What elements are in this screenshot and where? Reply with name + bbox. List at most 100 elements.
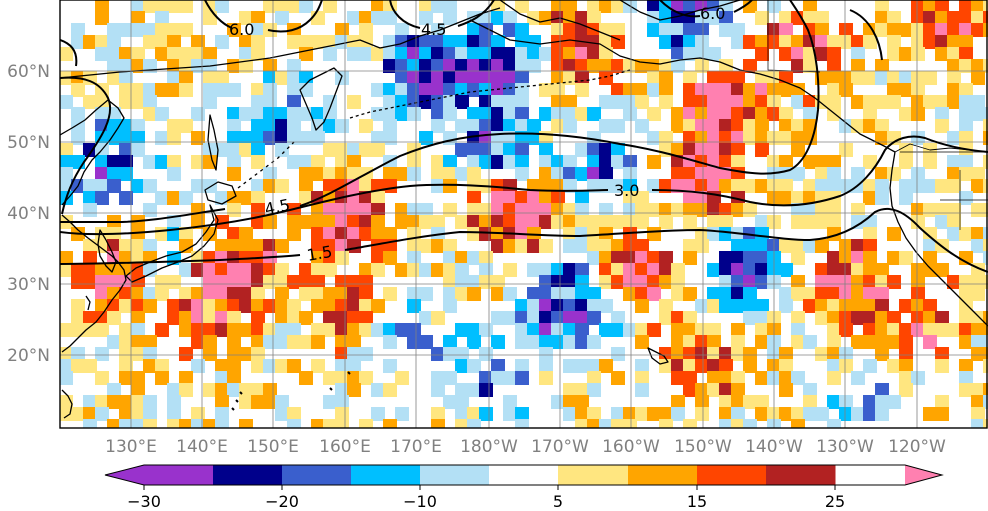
anomaly-cell	[563, 35, 577, 49]
anomaly-cell	[959, 131, 973, 145]
anomaly-cell	[635, 203, 649, 217]
anomaly-cell	[623, 191, 637, 205]
anomaly-cell	[827, 311, 841, 325]
anomaly-cell	[635, 95, 649, 109]
anomaly-cell	[875, 131, 889, 145]
anomaly-cell	[743, 119, 757, 133]
anomaly-cell	[971, 419, 985, 428]
anomaly-cell	[575, 359, 589, 373]
anomaly-cell	[299, 167, 313, 181]
anomaly-cell	[491, 11, 505, 25]
anomaly-cell	[203, 311, 217, 325]
anomaly-cell	[551, 215, 565, 229]
anomaly-cell	[503, 311, 517, 325]
anomaly-cell	[611, 23, 625, 37]
anomaly-cell	[599, 359, 613, 373]
colorbar-cell	[420, 465, 490, 485]
anomaly-cell	[779, 155, 793, 169]
anomaly-cell	[887, 71, 901, 85]
anomaly-cell	[167, 23, 181, 37]
anomaly-cell	[683, 203, 697, 217]
anomaly-cell	[875, 299, 889, 313]
anomaly-cell	[251, 359, 265, 373]
anomaly-cell	[599, 71, 613, 85]
anomaly-cell	[191, 251, 205, 265]
anomaly-cell	[719, 419, 733, 428]
anomaly-cell	[167, 311, 181, 325]
anomaly-cell	[983, 383, 988, 397]
anomaly-cell	[959, 323, 973, 337]
anomaly-cell	[467, 335, 481, 349]
anomaly-cell	[479, 263, 493, 277]
anomaly-cell	[551, 47, 565, 61]
anomaly-cell	[779, 131, 793, 145]
anomaly-cell	[227, 143, 241, 157]
anomaly-cell	[263, 167, 277, 181]
anomaly-cell	[515, 107, 529, 121]
anomaly-cell	[707, 179, 721, 193]
anomaly-cell	[899, 335, 913, 349]
anomaly-cell	[95, 155, 109, 169]
anomaly-cell	[599, 167, 613, 181]
anomaly-cell	[515, 239, 529, 253]
anomaly-cell	[83, 275, 97, 289]
anomaly-cell	[155, 23, 169, 37]
anomaly-cell	[443, 167, 457, 181]
anomaly-cell	[503, 407, 517, 421]
anomaly-cell	[515, 299, 529, 313]
anomaly-cell	[131, 335, 145, 349]
anomaly-cell	[575, 191, 589, 205]
anomaly-cell	[563, 311, 577, 325]
anomaly-cell	[539, 107, 553, 121]
anomaly-cell	[863, 311, 877, 325]
anomaly-cell	[335, 395, 349, 409]
anomaly-cell	[467, 287, 481, 301]
anomaly-cell	[827, 359, 841, 373]
anomaly-cell	[527, 335, 541, 349]
anomaly-cell	[275, 131, 289, 145]
anomaly-cell	[287, 0, 301, 13]
anomaly-cell	[863, 407, 877, 421]
anomaly-cell	[251, 143, 265, 157]
anomaly-cell	[599, 239, 613, 253]
anomaly-cell	[647, 407, 661, 421]
anomaly-cell	[851, 311, 865, 325]
lat-label: 20°N	[7, 346, 50, 366]
anomaly-cell	[743, 107, 757, 121]
anomaly-cell	[887, 227, 901, 241]
anomaly-cell	[71, 275, 85, 289]
anomaly-cell	[443, 179, 457, 193]
anomaly-cell	[395, 107, 409, 121]
anomaly-cell	[875, 167, 889, 181]
anomaly-cell	[815, 47, 829, 61]
anomaly-cell	[203, 71, 217, 85]
anomaly-cell	[215, 251, 229, 265]
anomaly-cell	[167, 215, 181, 229]
anomaly-cell	[779, 35, 793, 49]
anomaly-field	[60, 0, 988, 428]
anomaly-cell	[83, 203, 97, 217]
anomaly-cell	[131, 23, 145, 37]
anomaly-cell	[551, 167, 565, 181]
anomaly-cell	[119, 191, 133, 205]
anomaly-cell	[275, 359, 289, 373]
lon-label: 160°W	[602, 437, 660, 457]
anomaly-cell	[863, 119, 877, 133]
anomaly-cell	[227, 203, 241, 217]
anomaly-cell	[731, 335, 745, 349]
anomaly-cell	[707, 83, 721, 97]
anomaly-cell	[491, 203, 505, 217]
anomaly-cell	[983, 359, 988, 373]
contour-3.0	[60, 135, 988, 236]
anomaly-cell	[755, 107, 769, 121]
anomaly-cell	[215, 371, 229, 385]
anomaly-cell	[95, 395, 109, 409]
anomaly-cell	[527, 203, 541, 217]
anomaly-cell	[935, 359, 949, 373]
anomaly-cell	[695, 395, 709, 409]
anomaly-cell	[119, 239, 133, 253]
anomaly-cell	[227, 359, 241, 373]
anomaly-cell	[683, 0, 697, 13]
anomaly-cell	[971, 227, 985, 241]
anomaly-cell	[395, 167, 409, 181]
